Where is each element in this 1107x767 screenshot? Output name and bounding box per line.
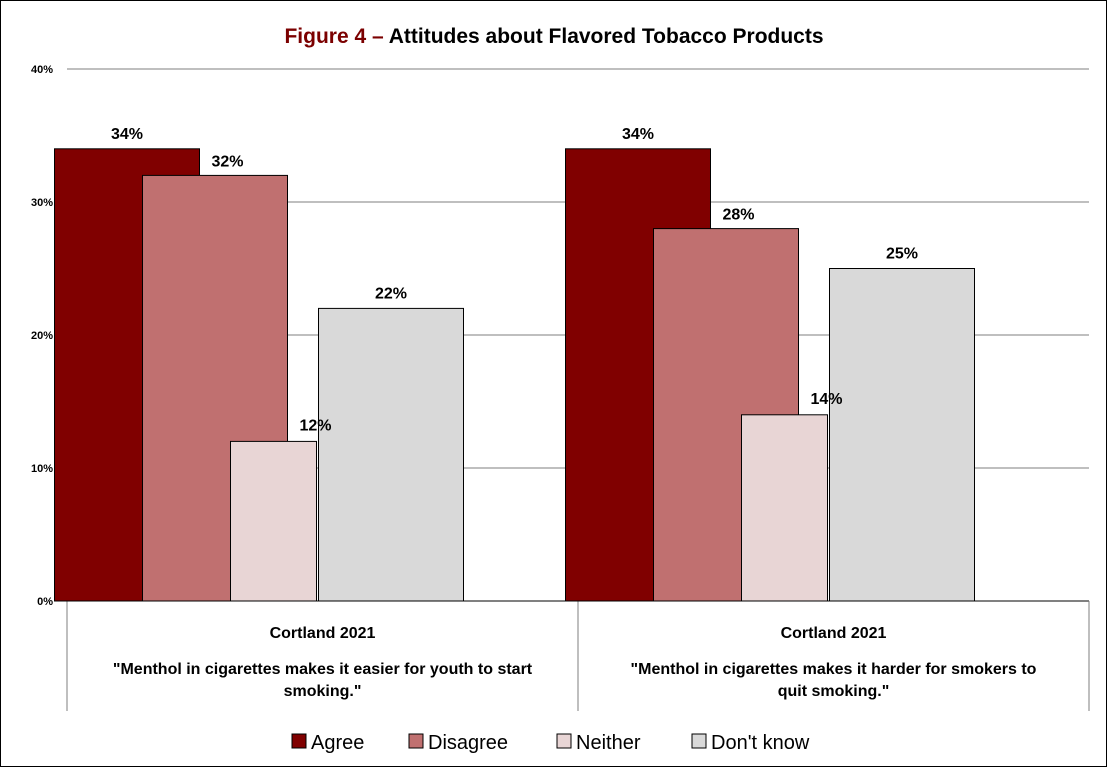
bar-neither [741,414,828,602]
category-label-line: "Menthol in cigarettes makes it easier f… [113,661,533,678]
category-group-label: Cortland 2021 [270,625,376,642]
category-label-line: quit smoking." [778,683,890,700]
category-group-label: Cortland 2021 [781,625,887,642]
data-label: 28% [722,207,754,224]
y-tick-label: 10% [31,463,53,475]
data-label: 34% [622,126,654,143]
legend-item-label: Don't know [711,732,810,754]
category-label-line: "Menthol in cigarettes makes it harder f… [631,661,1037,678]
chart-title-prefix: Figure 4 – [284,25,384,48]
chart-title: Figure 4 – Attitudes about Flavored Toba… [284,25,823,48]
data-label: 25% [886,246,918,263]
legend-swatch [408,733,424,749]
legend-item-label: Agree [311,732,364,754]
bar-don-t-know [829,268,975,602]
bar-neither [230,440,317,602]
y-tick-label: 20% [31,330,53,342]
legend-swatch [691,733,707,749]
data-label: 32% [211,153,243,170]
legend-item-label: Neither [576,732,641,754]
chart-title-main: Attitudes about Flavored Tobacco Product… [384,25,824,48]
y-tick-label: 0% [37,596,53,608]
category-label-line: smoking." [284,683,362,700]
y-tick-label: 30% [31,197,53,209]
data-label: 34% [111,126,143,143]
data-label: 12% [299,417,331,434]
y-tick-label: 40% [31,64,53,76]
bar-don-t-know [318,307,464,602]
legend-item-label: Disagree [428,732,508,754]
data-label: 22% [375,285,407,302]
legend-swatch [291,733,307,749]
legend-swatch [556,733,572,749]
data-label: 14% [810,391,842,408]
